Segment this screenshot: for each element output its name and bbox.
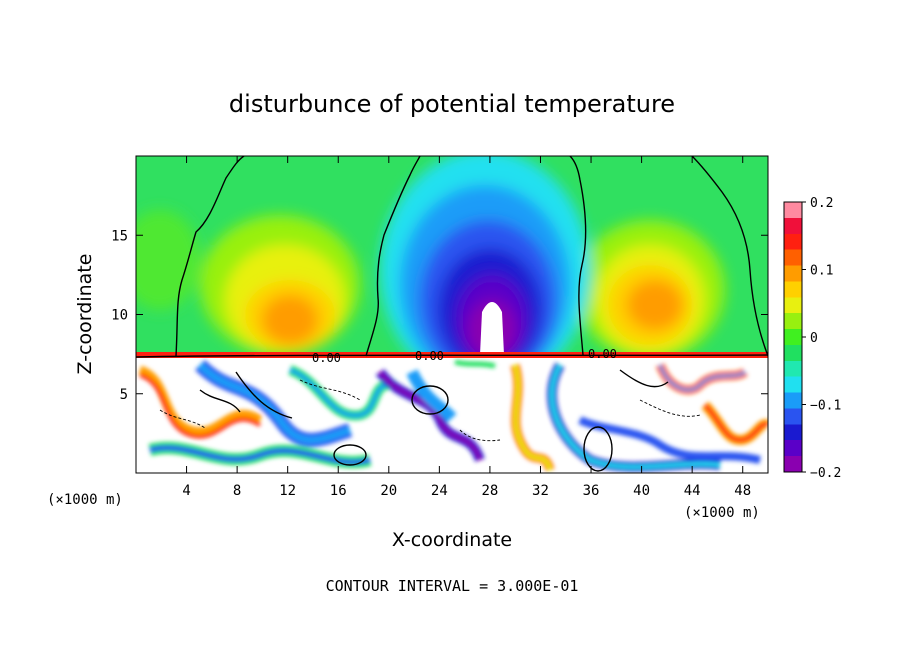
upper-anomalies: [136, 156, 725, 390]
x-unit-right: (×1000 m): [684, 505, 760, 521]
colorbar: [783, 201, 803, 473]
colorbar-tick-label: −0.2: [810, 466, 841, 481]
y-tick-label: 5: [120, 387, 128, 403]
contour-label-2: 0.00: [415, 349, 444, 363]
y-tick-label: 15: [111, 228, 128, 244]
chart-title: disturbunce of potential temperature: [229, 90, 675, 118]
x-tick-label: 16: [330, 483, 347, 499]
x-tick-label: 12: [279, 483, 296, 499]
x-axis-label: X-coordinate: [392, 529, 512, 551]
colorbar-ticks: 0.2 0.1 0 −0.1 −0.2: [802, 196, 841, 481]
colorbar-tick-label: −0.1: [810, 399, 841, 414]
x-tick-label: 4: [182, 483, 190, 499]
x-tick-label: 48: [734, 483, 751, 499]
x-tick-label: 20: [380, 483, 397, 499]
colorbar-tick-label: 0.1: [810, 264, 833, 279]
colorbar-tick-label: 0.2: [810, 196, 833, 211]
x-tick-label: 28: [481, 483, 498, 499]
dashed-contours: [159, 379, 701, 442]
heatmap-field: 0.00 0.00 0.00: [136, 156, 768, 473]
x-tick-label: 36: [583, 483, 600, 499]
y-axis-ticks: 5 10 15: [111, 228, 768, 403]
y-axis-label: Z-coordinate: [74, 254, 96, 375]
colorbar-tick-label: 0: [810, 331, 818, 346]
contour-lines: [136, 156, 768, 472]
y-tick-label: 10: [111, 308, 128, 324]
x-tick-label: 40: [633, 483, 650, 499]
x-unit-left: (×1000 m): [47, 492, 123, 508]
x-tick-label: 44: [684, 483, 701, 499]
x-tick-label: 32: [532, 483, 549, 499]
contour-label-3: 0.00: [588, 347, 617, 361]
cold-core: [480, 302, 504, 355]
x-tick-label: 24: [431, 483, 448, 499]
contour-label-1: 0.00: [312, 351, 341, 365]
lower-turbulence: [138, 359, 768, 472]
x-tick-label: 8: [233, 483, 241, 499]
contour-interval-footer: CONTOUR INTERVAL = 3.000E-01: [326, 577, 579, 595]
x-axis-ticks: 4 8 12 16 20 24 28 32 36 40 44 48: [182, 156, 751, 499]
